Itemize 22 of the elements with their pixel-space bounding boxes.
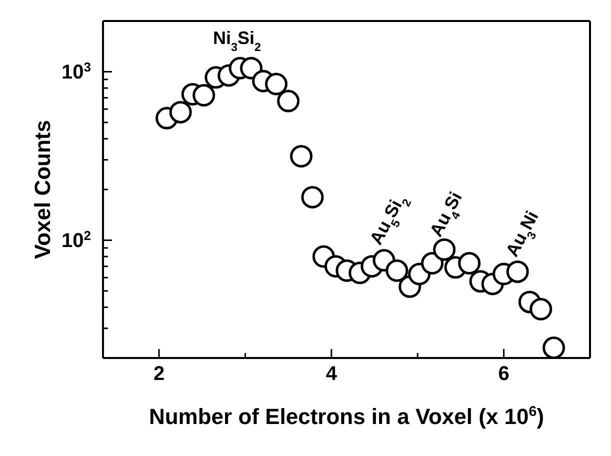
point <box>542 336 566 358</box>
point <box>530 298 552 320</box>
point <box>290 145 312 168</box>
y-tick-label: 10$^{2}$ <box>62 228 91 252</box>
y-axis-title: Voxel Counts <box>30 120 55 259</box>
x-axis-title: Number of Electrons in a Voxel (x 10$^{6}$) <box>148 404 544 429</box>
point <box>506 260 529 283</box>
point <box>169 100 192 124</box>
x-tick-label: 6 <box>498 363 510 385</box>
x-tick-label: 4 <box>326 363 338 385</box>
point <box>433 238 456 261</box>
point <box>301 186 324 208</box>
point <box>277 90 300 112</box>
x-tick-label: 2 <box>153 363 165 385</box>
point <box>458 252 481 275</box>
y-tick-label: 10$^{3}$ <box>62 59 91 84</box>
point <box>265 72 288 96</box>
point <box>192 84 216 107</box>
point <box>240 56 263 80</box>
annotation: Ni$_{3}$Si$_{2}$ <box>212 28 262 54</box>
point <box>421 252 444 275</box>
point <box>386 259 408 282</box>
